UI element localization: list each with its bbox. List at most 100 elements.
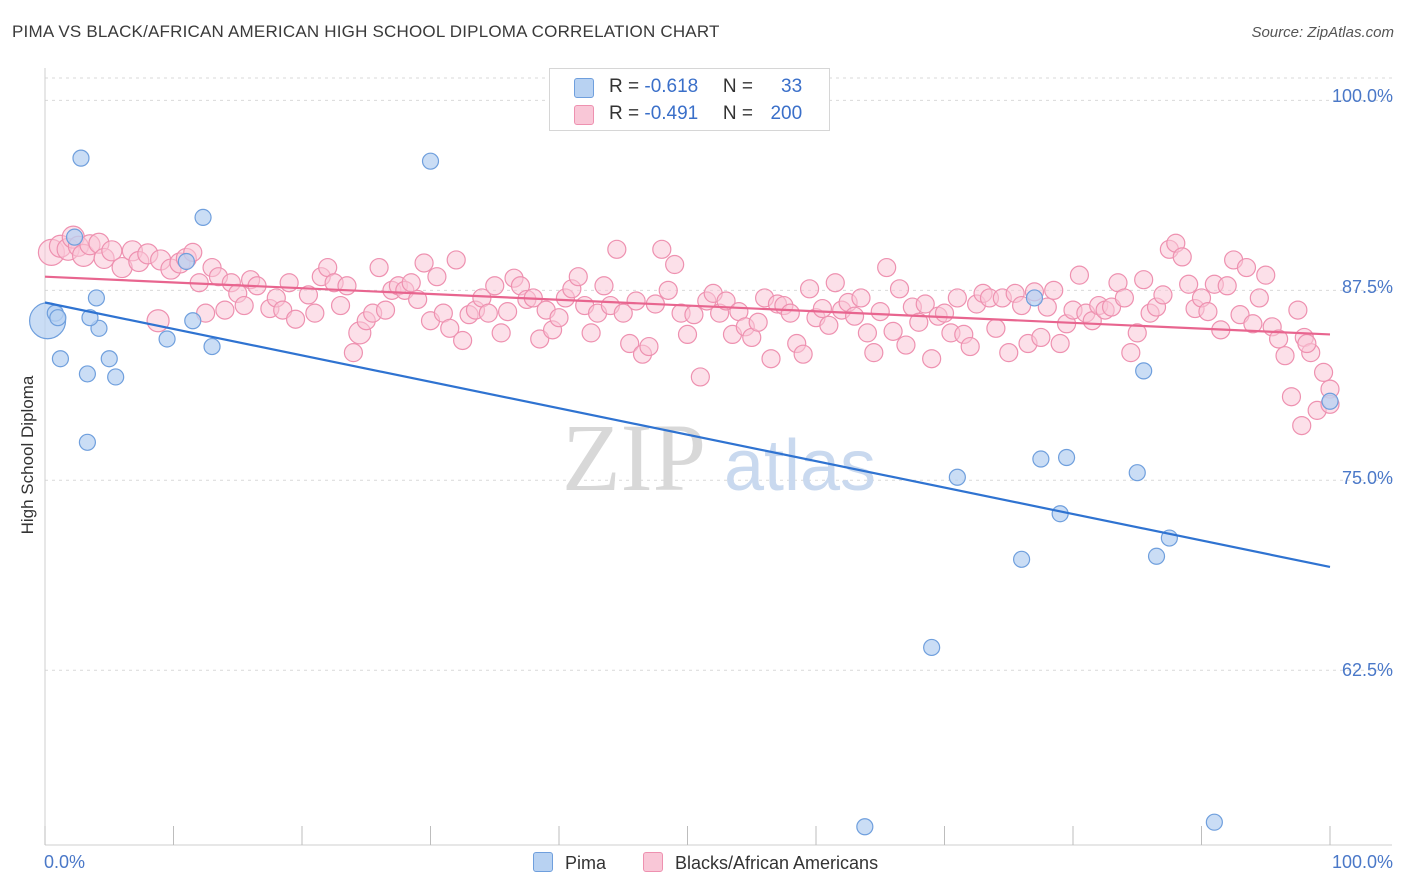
data-point-black: [690, 367, 710, 387]
data-point-black: [594, 276, 614, 296]
data-point-pima: [1128, 464, 1146, 482]
data-point-black: [408, 289, 428, 310]
data-point-black: [844, 306, 865, 326]
data-point-black: [1275, 346, 1295, 366]
chart-title: PIMA VS BLACK/AFRICAN AMERICAN HIGH SCHO…: [12, 22, 720, 41]
data-point-black: [1236, 257, 1257, 278]
data-point-black: [851, 288, 871, 308]
data-point-black: [1134, 270, 1154, 290]
bottom-legend-swatch-black: [643, 852, 663, 872]
data-point-pima: [1012, 550, 1031, 568]
data-point-black: [1249, 288, 1269, 308]
data-point-black: [1292, 415, 1312, 436]
bottom-legend-pima: Pima: [533, 852, 606, 874]
data-point-black: [1037, 297, 1057, 317]
data-point-black: [684, 305, 704, 325]
data-point-black: [677, 324, 698, 345]
x-tick-label-left: 0.0%: [44, 852, 86, 872]
data-point-black: [1217, 276, 1237, 296]
data-point-black: [812, 298, 833, 319]
data-point-black: [1153, 285, 1173, 305]
data-point-black: [337, 276, 357, 296]
data-point-black: [620, 333, 640, 354]
data-point-black: [1198, 302, 1218, 322]
data-point-black: [568, 267, 588, 287]
data-point-pima: [107, 368, 125, 386]
data-point-black: [446, 250, 466, 270]
data-point-pima: [49, 309, 67, 327]
data-point-black: [305, 303, 325, 323]
legend-r-label: R =: [609, 76, 645, 97]
data-point-black: [1114, 288, 1135, 308]
data-point-pima: [1135, 362, 1153, 380]
data-point-black: [440, 318, 460, 338]
data-point-black: [626, 291, 646, 311]
data-point-black: [1297, 333, 1317, 354]
data-point-black: [581, 323, 601, 343]
data-point-black: [780, 303, 800, 323]
data-point-black: [1031, 327, 1051, 348]
bottom-legend-swatch-pima: [533, 852, 553, 872]
legend-r-value: -0.491: [644, 103, 699, 124]
data-point-black: [375, 300, 396, 320]
data-point-black: [652, 239, 672, 259]
y-tick-label-75: 75.0%: [1341, 468, 1393, 488]
data-point-black: [1179, 274, 1199, 294]
data-point-black: [639, 336, 659, 357]
legend-text-black: R = -0.491 N = 200: [609, 103, 802, 125]
data-point-black: [401, 273, 421, 293]
data-point-black: [1281, 387, 1302, 407]
data-point-black: [870, 302, 890, 322]
data-point-black: [343, 343, 363, 363]
data-point-pima: [1057, 448, 1076, 467]
data-point-pima: [194, 208, 212, 227]
data-point-black: [427, 267, 447, 287]
data-point-pima: [100, 350, 118, 368]
axes: [44, 68, 1392, 846]
data-point-pima: [1321, 392, 1339, 410]
data-point-black: [279, 273, 299, 293]
legend-n-value: 33: [781, 76, 803, 97]
data-point-pima: [158, 330, 176, 348]
data-point-black: [896, 335, 916, 355]
data-point-black: [1069, 265, 1090, 285]
data-point-black: [915, 294, 935, 314]
data-point-black: [1121, 343, 1141, 363]
data-point-black: [883, 321, 903, 341]
data-point-black: [889, 279, 910, 299]
data-point-black: [330, 295, 351, 316]
data-point-pima: [184, 312, 202, 330]
data-point-pima: [78, 433, 97, 451]
y-tick-label-100: 100.0%: [1331, 86, 1393, 106]
data-point-black: [1127, 323, 1147, 343]
data-point-black: [934, 303, 955, 323]
y-tick-label-87-5: 87.5%: [1341, 277, 1393, 297]
legend-r-value: -0.618: [644, 76, 699, 97]
watermark-atlas: atlas: [724, 426, 876, 506]
trend-line-pima: [44, 301, 1331, 568]
watermark: ZIP atlas: [562, 404, 876, 511]
legend-n-value: 200: [770, 103, 803, 124]
data-point-black: [549, 308, 569, 328]
data-point-black: [414, 253, 434, 273]
data-point-black: [922, 349, 942, 369]
data-point-black: [1268, 329, 1289, 349]
data-point-black: [498, 302, 518, 322]
data-point-black: [215, 300, 235, 320]
data-point-black: [613, 303, 633, 323]
data-point-black: [909, 312, 929, 332]
data-point-pima: [1032, 450, 1050, 468]
data-point-black: [864, 343, 884, 363]
bottom-legend-black: Blacks/African Americans: [643, 852, 878, 874]
data-point-black: [1050, 333, 1070, 354]
data-point-black: [285, 309, 306, 329]
legend-swatch-black: [574, 105, 594, 125]
data-point-pima: [856, 818, 874, 836]
data-point-black: [665, 254, 685, 275]
data-point-pima: [421, 152, 440, 170]
data-point-black: [947, 288, 967, 308]
data-point-black: [1313, 362, 1334, 383]
legend-n-label: N =: [722, 76, 759, 97]
legend-swatch-pima: [574, 78, 594, 98]
data-point-pima: [87, 289, 106, 307]
